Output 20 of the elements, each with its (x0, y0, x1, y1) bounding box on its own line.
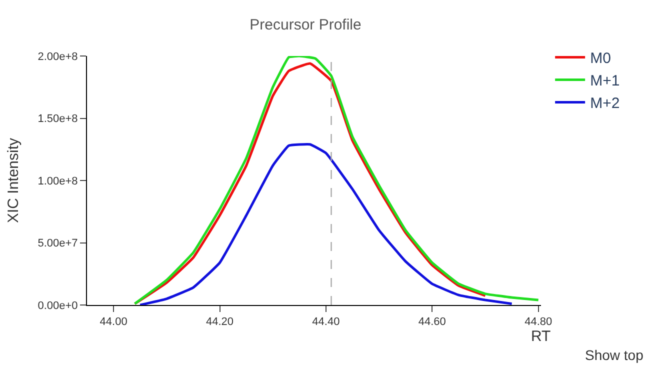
text: Show top (585, 347, 644, 363)
x-tick-label: 44.40 (312, 316, 340, 328)
y-axis-title: XIC Intensity (4, 137, 22, 224)
x-tick-label: 44.20 (206, 316, 234, 328)
legend-label: M+2 (590, 95, 620, 112)
x-tick-label: 44.00 (100, 316, 128, 328)
y-tick-label: 0.00e+0 (38, 300, 78, 312)
y-tick-label: 5.00e+7 (38, 238, 78, 250)
y-tick-label: 2.00e+8 (38, 50, 78, 63)
line-series (138, 143, 514, 305)
x-axis-title: RT (531, 328, 551, 345)
line-series (134, 62, 486, 305)
legend-label: M0 (590, 50, 611, 68)
line-series (134, 56, 540, 305)
y-tick-label: 1.00e+8 (38, 175, 78, 188)
chart-title: Precursor Profile (250, 16, 362, 34)
x-tick-label: 44.60 (418, 316, 446, 328)
x-tick-label: 44.80 (524, 316, 552, 328)
y-tick-label: 1.50e+8 (38, 113, 78, 126)
legend-label: M+1 (590, 72, 620, 90)
